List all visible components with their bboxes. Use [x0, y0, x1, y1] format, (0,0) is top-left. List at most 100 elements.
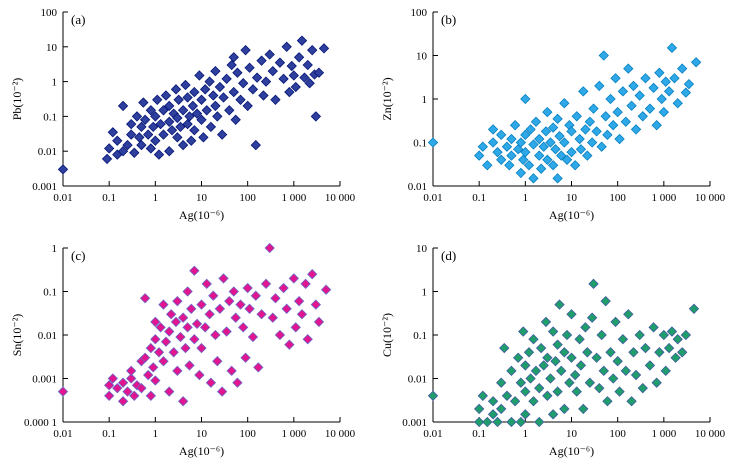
data-point [602, 396, 613, 407]
data-point [626, 396, 637, 407]
data-point [506, 150, 517, 161]
data-point [139, 293, 151, 304]
data-point [552, 113, 563, 124]
data-point [520, 386, 531, 397]
data-point [623, 309, 634, 320]
data-point [634, 329, 645, 341]
data-point [628, 80, 639, 92]
data-point [634, 90, 645, 101]
data-point [672, 98, 683, 109]
data-point [182, 322, 193, 333]
x-tick-label: 1 [523, 192, 529, 204]
data-point [210, 65, 221, 77]
data-point [677, 347, 688, 358]
data-point [523, 347, 535, 358]
data-point [523, 160, 535, 171]
data-point [204, 309, 215, 320]
data-point [180, 79, 191, 91]
data-point [122, 139, 133, 151]
data-point [574, 334, 585, 345]
data-point [535, 163, 547, 174]
data-point [680, 87, 692, 98]
x-tick-label: 0.1 [472, 428, 486, 440]
data-point [575, 144, 587, 155]
x-tick-label: 10 [196, 192, 208, 204]
data-point [131, 111, 143, 122]
data-point [230, 114, 241, 125]
data-point [216, 386, 228, 397]
data-point [566, 309, 577, 320]
data-point [690, 57, 702, 68]
data-point [296, 35, 308, 46]
data-point [612, 106, 623, 118]
data-point [166, 125, 178, 136]
data-point [670, 352, 681, 363]
data-point [126, 129, 137, 140]
data-point [582, 347, 593, 358]
data-point [596, 141, 607, 152]
data-point [150, 334, 161, 345]
data-point [612, 356, 623, 367]
x-tick-label: 0.1 [102, 192, 116, 204]
y-tick-label: 1 [422, 94, 428, 106]
data-point [117, 100, 129, 112]
data-point [191, 108, 203, 119]
data-point [654, 67, 665, 78]
data-point [136, 121, 147, 133]
data-point [136, 382, 147, 394]
data-point [513, 144, 524, 155]
data-point [564, 377, 575, 388]
data-point [630, 124, 642, 135]
data-point [608, 120, 619, 131]
data-point [164, 146, 175, 157]
data-point [550, 144, 561, 155]
data-point [630, 369, 642, 381]
data-point [530, 116, 542, 127]
data-point [578, 86, 589, 97]
data-point [528, 173, 539, 184]
data-point [296, 309, 308, 320]
data-point [164, 100, 175, 112]
data-point [602, 129, 613, 141]
data-point [139, 114, 151, 125]
data-point [148, 362, 159, 373]
data-point [520, 146, 531, 158]
data-point [600, 111, 611, 122]
data-point [129, 390, 140, 401]
y-tick-label: 0.01 [38, 330, 57, 342]
data-point [515, 377, 527, 388]
data-point [250, 290, 261, 301]
y-tick-label: 1 [422, 287, 428, 299]
data-point [482, 160, 493, 171]
data-point [158, 105, 169, 116]
data-point [212, 111, 223, 122]
data-point [482, 416, 493, 428]
data-point [302, 334, 313, 345]
data-point [520, 409, 531, 420]
data-point [580, 124, 591, 135]
data-point [574, 133, 585, 145]
data-point [559, 347, 570, 358]
data-point [637, 111, 648, 122]
data-point [556, 365, 567, 377]
data-point [290, 322, 301, 333]
data-point [515, 416, 527, 428]
data-point [559, 403, 570, 415]
data-point [186, 135, 197, 146]
data-point [313, 67, 325, 78]
data-point [153, 149, 165, 160]
panel-label: (c) [71, 248, 85, 263]
data-point [278, 282, 289, 294]
data-point [194, 369, 205, 381]
data-point [168, 347, 179, 358]
data-point [569, 369, 581, 381]
data-point [160, 90, 172, 101]
data-point [501, 141, 513, 152]
x-axis-title: Ag(10⁻⁶) [549, 208, 594, 222]
data-point [107, 127, 118, 138]
data-point [143, 369, 154, 381]
data-point [506, 416, 517, 428]
data-point [591, 352, 602, 363]
x-tick-label: 1 000 [281, 428, 306, 440]
data-point [487, 409, 499, 420]
